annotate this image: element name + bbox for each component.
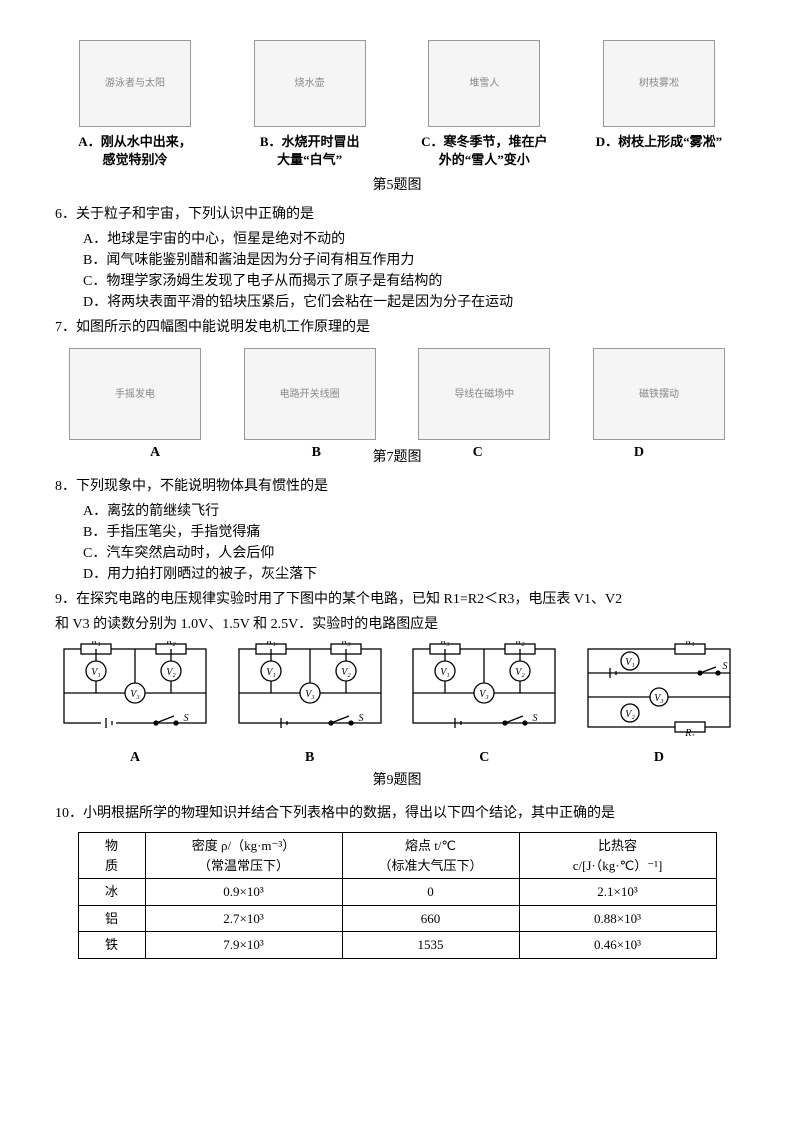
q9-item-c: R₃ R₂ V₁ V₂ V₃ S C: [404, 641, 564, 768]
svg-text:S: S: [184, 713, 189, 724]
q5-item-c: 堆雪人 C．寒冬季节，堆在户 外的“雪人”变小: [404, 40, 564, 169]
q5-caption-b: B．水烧开时冒出 大量“白气”: [230, 133, 390, 169]
svg-text:R₁: R₁: [265, 641, 276, 647]
table-row: 铁 7.9×10³ 1535 0.46×10³: [78, 932, 716, 959]
svg-text:S: S: [533, 713, 538, 724]
svg-text:V₁: V₁: [441, 667, 451, 678]
q7-item-c: 导线在磁场中: [404, 348, 564, 440]
q7-figure-row: 手摇发电 电路开关线圈 导线在磁场中 磁铁摆动: [55, 348, 739, 440]
th-melting: 熔点 t/℃（标准大气压下）: [342, 833, 519, 879]
q7-image-d: 磁铁摆动: [593, 348, 725, 440]
q9-stem-2: 和 V3 的读数分别为 1.0V、1.5V 和 2.5V．实验时的电路图应是: [55, 614, 739, 635]
q5-image-a: 游泳者与太阳: [79, 40, 191, 127]
table-row: 冰 0.9×10³ 0 2.1×10³: [78, 879, 716, 906]
q9-item-a: R₁ R₂ V₁ V₂ V₃ S A: [55, 641, 215, 768]
svg-text:R₂: R₂: [515, 641, 526, 647]
q7-image-c: 导线在磁场中: [418, 348, 550, 440]
svg-text:R₃: R₃: [684, 728, 695, 736]
q9-item-d: R₁ V₁ S V₃ V₂ R₃ D: [579, 641, 739, 768]
q7-item-d: 磁铁摆动: [579, 348, 739, 440]
svg-text:V₁: V₁: [266, 667, 276, 678]
q9-stem-1: 9．在探究电路的电压规律实验时用了下图中的某个电路，已知 R1=R2＜R3，电压…: [55, 589, 739, 610]
q7-image-b: 电路开关线圈: [244, 348, 376, 440]
svg-text:V₂: V₂: [625, 709, 635, 720]
q9-label-c: C: [404, 747, 564, 768]
q7-image-a: 手摇发电: [69, 348, 201, 440]
svg-text:S: S: [722, 661, 727, 672]
q5-figure-row: 游泳者与太阳 A．刚从水中出来， 感觉特别冷 烧水壶 B．水烧开时冒出 大量“白…: [55, 40, 739, 169]
q8-stem: 8．下列现象中，不能说明物体具有惯性的是: [55, 476, 739, 497]
svg-text:V₂: V₂: [516, 667, 526, 678]
q5-image-c: 堆雪人: [428, 40, 540, 127]
q9-circuit-b: R₁ R₃ V₁ V₂ V₃ S: [231, 641, 389, 736]
q9-item-b: R₁ R₃ V₁ V₂ V₃ S B: [230, 641, 390, 768]
q8-opt-b: B．手指压笔尖，手指觉得痛: [83, 522, 739, 543]
q8-opt-a: A．离弦的箭继续飞行: [83, 501, 739, 522]
svg-text:V₂: V₂: [166, 667, 176, 678]
q6-opt-d: D．将两块表面平滑的铅块压紧后，它们会粘在一起是因为分子在运动: [83, 292, 739, 313]
q8-opt-c: C．汽车突然启动时，人会后仰: [83, 543, 739, 564]
th-substance: 物质: [78, 833, 145, 879]
q9-circuit-d: R₁ V₁ S V₃ V₂ R₃: [580, 641, 738, 736]
table-head-row: 物质 密度 ρ/（kg·m⁻³）（常温常压下） 熔点 t/℃（标准大气压下） 比…: [78, 833, 716, 879]
q9-figure-label: 第9题图: [55, 770, 739, 791]
q7-label-a: A: [75, 442, 235, 463]
svg-text:S: S: [358, 713, 363, 724]
q9-label-d: D: [579, 747, 739, 768]
svg-text:R₂: R₂: [165, 641, 176, 647]
q6-opt-c: C．物理学家汤姆生发现了电子从而揭示了原子是有结构的: [83, 271, 739, 292]
q5-image-d: 树枝雾凇: [603, 40, 715, 127]
q5-caption-a: A．刚从水中出来， 感觉特别冷: [55, 133, 215, 169]
q8-opt-d: D．用力拍打刚晒过的被子，灰尘落下: [83, 564, 739, 585]
svg-text:R₁: R₁: [90, 641, 101, 647]
q5-caption-c: C．寒冬季节，堆在户 外的“雪人”变小: [404, 133, 564, 169]
th-heat: 比热容c/[J·（kg·℃）⁻¹]: [519, 833, 716, 879]
q7-stem: 7．如图所示的四幅图中能说明发电机工作原理的是: [55, 317, 739, 338]
table-row: 铝 2.7×10³ 660 0.88×10³: [78, 905, 716, 932]
q6-opt-a: A．地球是宇宙的中心，恒星是绝对不动的: [83, 229, 739, 250]
q10-stem: 10．小明根据所学的物理知识并结合下列表格中的数据，得出以下四个结论，其中正确的…: [55, 803, 739, 824]
q9-circuit-a: R₁ R₂ V₁ V₂ V₃ S: [56, 641, 214, 736]
svg-text:V₃: V₃: [654, 693, 664, 704]
q10-data-table: 物质 密度 ρ/（kg·m⁻³）（常温常压下） 熔点 t/℃（标准大气压下） 比…: [78, 832, 717, 959]
q9-circuit-c: R₃ R₂ V₁ V₂ V₃ S: [405, 641, 563, 736]
q7-label-d: D: [559, 442, 719, 463]
svg-text:R₁: R₁: [684, 641, 695, 647]
q5-item-d: 树枝雾凇 D．树枝上形成“雾凇”: [579, 40, 739, 169]
svg-text:R₃: R₃: [340, 641, 351, 647]
q7-item-a: 手摇发电: [55, 348, 215, 440]
th-density: 密度 ρ/（kg·m⁻³）（常温常压下）: [145, 833, 342, 879]
svg-text:V₃: V₃: [130, 689, 140, 700]
svg-text:V₁: V₁: [91, 667, 101, 678]
q9-label-a: A: [55, 747, 215, 768]
svg-text:V₃: V₃: [305, 689, 315, 700]
svg-text:V₁: V₁: [625, 657, 635, 668]
svg-text:R₃: R₃: [440, 641, 451, 647]
q5-caption-d: D．树枝上形成“雾凇”: [579, 133, 739, 151]
q6-opt-b: B．闻气味能鉴别醋和酱油是因为分子间有相互作用力: [83, 250, 739, 271]
q7-label-c: C: [398, 442, 558, 463]
q6-stem: 6．关于粒子和宇宙，下列认识中正确的是: [55, 204, 739, 225]
q9-figure-row: R₁ R₂ V₁ V₂ V₃ S A: [55, 641, 739, 768]
q5-item-b: 烧水壶 B．水烧开时冒出 大量“白气”: [230, 40, 390, 169]
q9-label-b: B: [230, 747, 390, 768]
q5-figure-label: 第5题图: [55, 175, 739, 196]
q5-item-a: 游泳者与太阳 A．刚从水中出来， 感觉特别冷: [55, 40, 215, 169]
svg-text:V₃: V₃: [480, 689, 490, 700]
svg-text:V₂: V₂: [341, 667, 351, 678]
q5-image-b: 烧水壶: [254, 40, 366, 127]
q7-item-b: 电路开关线圈: [230, 348, 390, 440]
